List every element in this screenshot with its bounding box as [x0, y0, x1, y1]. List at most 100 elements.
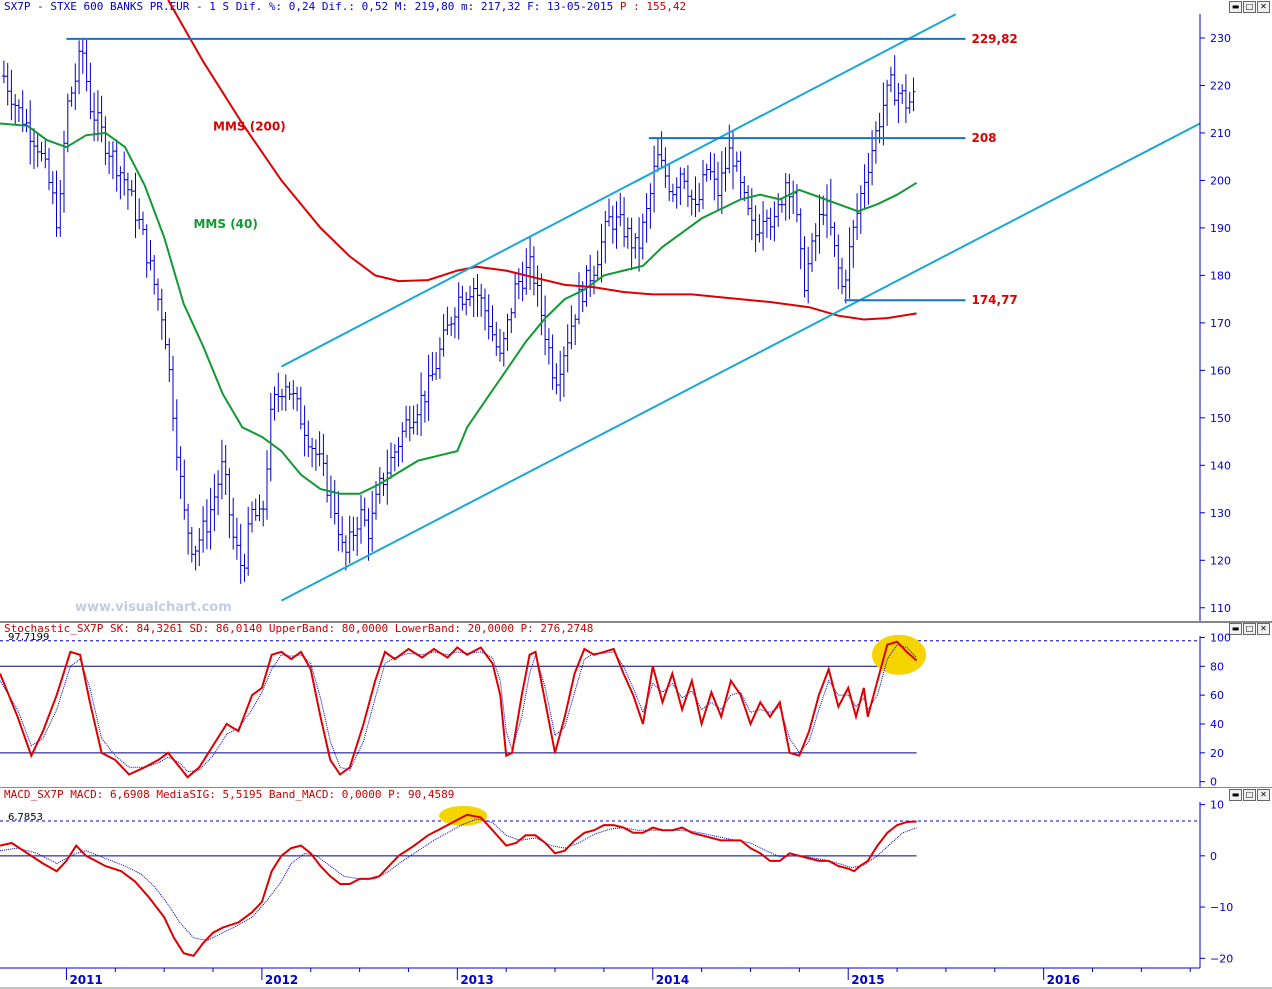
- price-bar: [791, 180, 796, 214]
- stoch-reference-label: 97,7199: [8, 632, 49, 643]
- price-tick-label: 180: [1210, 269, 1231, 282]
- price-bar: [355, 516, 360, 556]
- price-bar: [535, 265, 540, 307]
- price-bar: [847, 227, 852, 299]
- maximize-button[interactable]: □: [1243, 623, 1256, 635]
- price-bar: [738, 151, 743, 200]
- price-bar: [445, 306, 450, 335]
- price-bar: [238, 523, 243, 584]
- level-label: 229,82: [971, 32, 1017, 46]
- price-bar: [486, 294, 491, 340]
- price-bar: [84, 40, 89, 92]
- price-bar: [189, 527, 194, 563]
- price-bar: [227, 468, 232, 539]
- price-bar: [716, 161, 720, 212]
- price-bar: [144, 224, 149, 278]
- price-bar: [174, 399, 179, 471]
- price-bar: [546, 328, 551, 365]
- price-bar: [114, 139, 119, 192]
- minimize-button[interactable]: ▬: [1229, 623, 1242, 635]
- stoch-tick-label: 60: [1210, 689, 1224, 702]
- price-bar: [821, 195, 826, 225]
- price-bar: [881, 82, 886, 146]
- price-bar: [637, 217, 642, 272]
- lower-channel-line: [280, 122, 1201, 602]
- price-bar: [73, 63, 78, 110]
- price-bar: [437, 337, 442, 379]
- price-bar: [731, 131, 735, 190]
- price-bar: [490, 305, 495, 342]
- stoch-tick-label: 40: [1210, 718, 1224, 731]
- price-bar: [787, 173, 792, 220]
- price-bar: [340, 516, 345, 553]
- close-button[interactable]: ✕: [1257, 1, 1270, 13]
- price-bar: [287, 381, 292, 400]
- price-bar: [268, 393, 273, 482]
- price-bar: [291, 380, 296, 410]
- price-chart[interactable]: www.visualchart.com 229,82 208 174,77 MMS (2…: [0, 0, 1272, 622]
- price-bar: [494, 321, 499, 356]
- maximize-button[interactable]: □: [1243, 789, 1256, 801]
- price-bar: [670, 183, 675, 203]
- price-bar: [825, 184, 829, 239]
- price-bar: [911, 77, 916, 112]
- price-bar: [306, 420, 311, 457]
- price-bar: [99, 95, 104, 143]
- close-button[interactable]: ✕: [1257, 789, 1270, 801]
- price-bar: [855, 193, 860, 240]
- price-header: SX7P - STXE 600 BANKS PR.EUR - 1 S Dif. …: [4, 0, 687, 13]
- price-bar: [577, 272, 581, 325]
- price-bar: [498, 328, 502, 362]
- maximize-button[interactable]: □: [1243, 1, 1256, 13]
- price-bar: [167, 338, 172, 382]
- price-bar: [550, 334, 555, 390]
- price-bar: [460, 285, 465, 311]
- stochastic-panel: Stochastic_SX7P SK: 84,3261 SD: 86,0140 …: [0, 622, 1272, 788]
- price-bar: [798, 208, 803, 270]
- macd-tick-label: 10: [1210, 799, 1224, 812]
- price-bar: [9, 69, 14, 121]
- price-bar: [359, 494, 363, 544]
- price-bar: [885, 79, 890, 126]
- price-bar: [197, 528, 202, 567]
- price-bar: [95, 90, 100, 142]
- upper-channel-line: [280, 13, 957, 368]
- price-bar: [802, 236, 807, 298]
- price-bar: [592, 265, 596, 295]
- price-bar: [400, 422, 405, 463]
- price-bar: [644, 193, 649, 243]
- time-tick-label: 2011: [69, 973, 102, 987]
- price-bar: [125, 172, 130, 210]
- price-bar: [182, 459, 187, 520]
- price-bar: [603, 210, 608, 264]
- price-bar: [704, 163, 709, 182]
- price-bar: [441, 314, 446, 357]
- price-bar: [734, 151, 739, 172]
- price-bar: [678, 167, 683, 205]
- stoch-tick-label: 100: [1210, 631, 1231, 644]
- price-bar: [528, 236, 533, 290]
- price-bar: [779, 197, 784, 213]
- price-bar: [693, 176, 698, 217]
- price-bar: [321, 433, 326, 476]
- price-bar: [313, 439, 318, 471]
- price-tick-label: 170: [1210, 317, 1231, 330]
- stoch-tick-label: 80: [1210, 660, 1224, 673]
- macd-panel: MACD_SX7P MACD: 6,6908 MediaSIG: 5,5195 …: [0, 788, 1272, 989]
- macd-chart[interactable]: 6,7853 −20 −10 0 10 2011 2012 2013 2014 2015 2016: [0, 788, 1272, 989]
- price-bar: [118, 166, 123, 200]
- price-bar: [246, 506, 251, 576]
- minimize-button[interactable]: ▬: [1229, 1, 1242, 13]
- time-tick-label: 2013: [460, 973, 493, 987]
- minimize-button[interactable]: ▬: [1229, 789, 1242, 801]
- price-bar: [505, 313, 510, 351]
- price-bar: [156, 278, 160, 311]
- price-bar: [347, 515, 352, 564]
- price-bars: [1, 38, 916, 584]
- macd-tick-label: −10: [1210, 901, 1233, 914]
- price-tick-label: 150: [1210, 412, 1231, 425]
- price-bar: [520, 261, 525, 302]
- price-bar: [539, 273, 544, 336]
- stochastic-chart[interactable]: 97,7199 0 20 40 60 80 100: [0, 622, 1272, 788]
- close-button[interactable]: ✕: [1257, 623, 1270, 635]
